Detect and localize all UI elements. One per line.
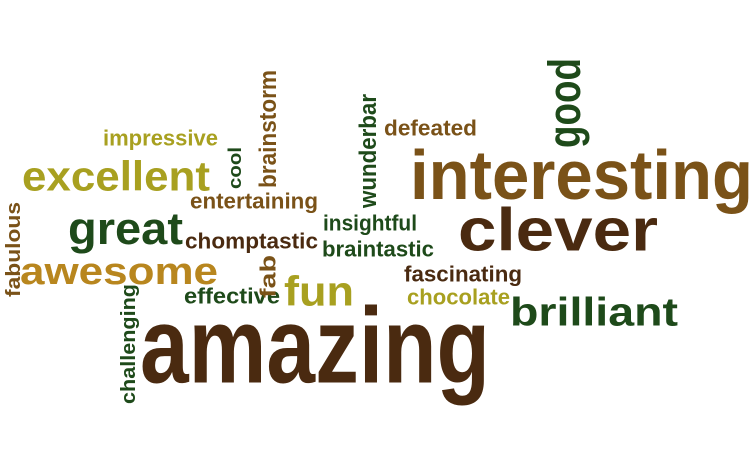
- word-fabulous: fabulous: [1, 202, 25, 297]
- word-braintastic: braintastic: [322, 236, 434, 262]
- word-brainstorm: brainstorm: [254, 70, 282, 188]
- word-fascinating: fascinating: [404, 261, 522, 287]
- word-effective: effective: [184, 283, 280, 309]
- word-entertaining: entertaining: [190, 188, 318, 214]
- word-chomptastic: chomptastic: [185, 228, 318, 254]
- word-fun: fun: [284, 267, 354, 315]
- word-brilliant: brilliant: [510, 289, 678, 335]
- word-wunderbar: wunderbar: [354, 94, 382, 208]
- word-impressive: impressive: [103, 125, 218, 151]
- word-fab: fab: [255, 255, 281, 298]
- word-good: good: [539, 58, 590, 148]
- word-defeated: defeated: [384, 115, 477, 141]
- word-cool: cool: [224, 147, 246, 189]
- word-interesting: interesting: [410, 135, 753, 215]
- word-amazing: amazing: [140, 285, 490, 407]
- word-great: great: [68, 203, 183, 254]
- word-challenging: challenging: [116, 284, 140, 404]
- word-excellent: excellent: [22, 152, 210, 200]
- word-awesome: awesome: [20, 249, 218, 293]
- word-insightful: insightful: [323, 210, 417, 236]
- word-chocolate: chocolate: [407, 284, 510, 310]
- word-clever: clever: [458, 196, 658, 264]
